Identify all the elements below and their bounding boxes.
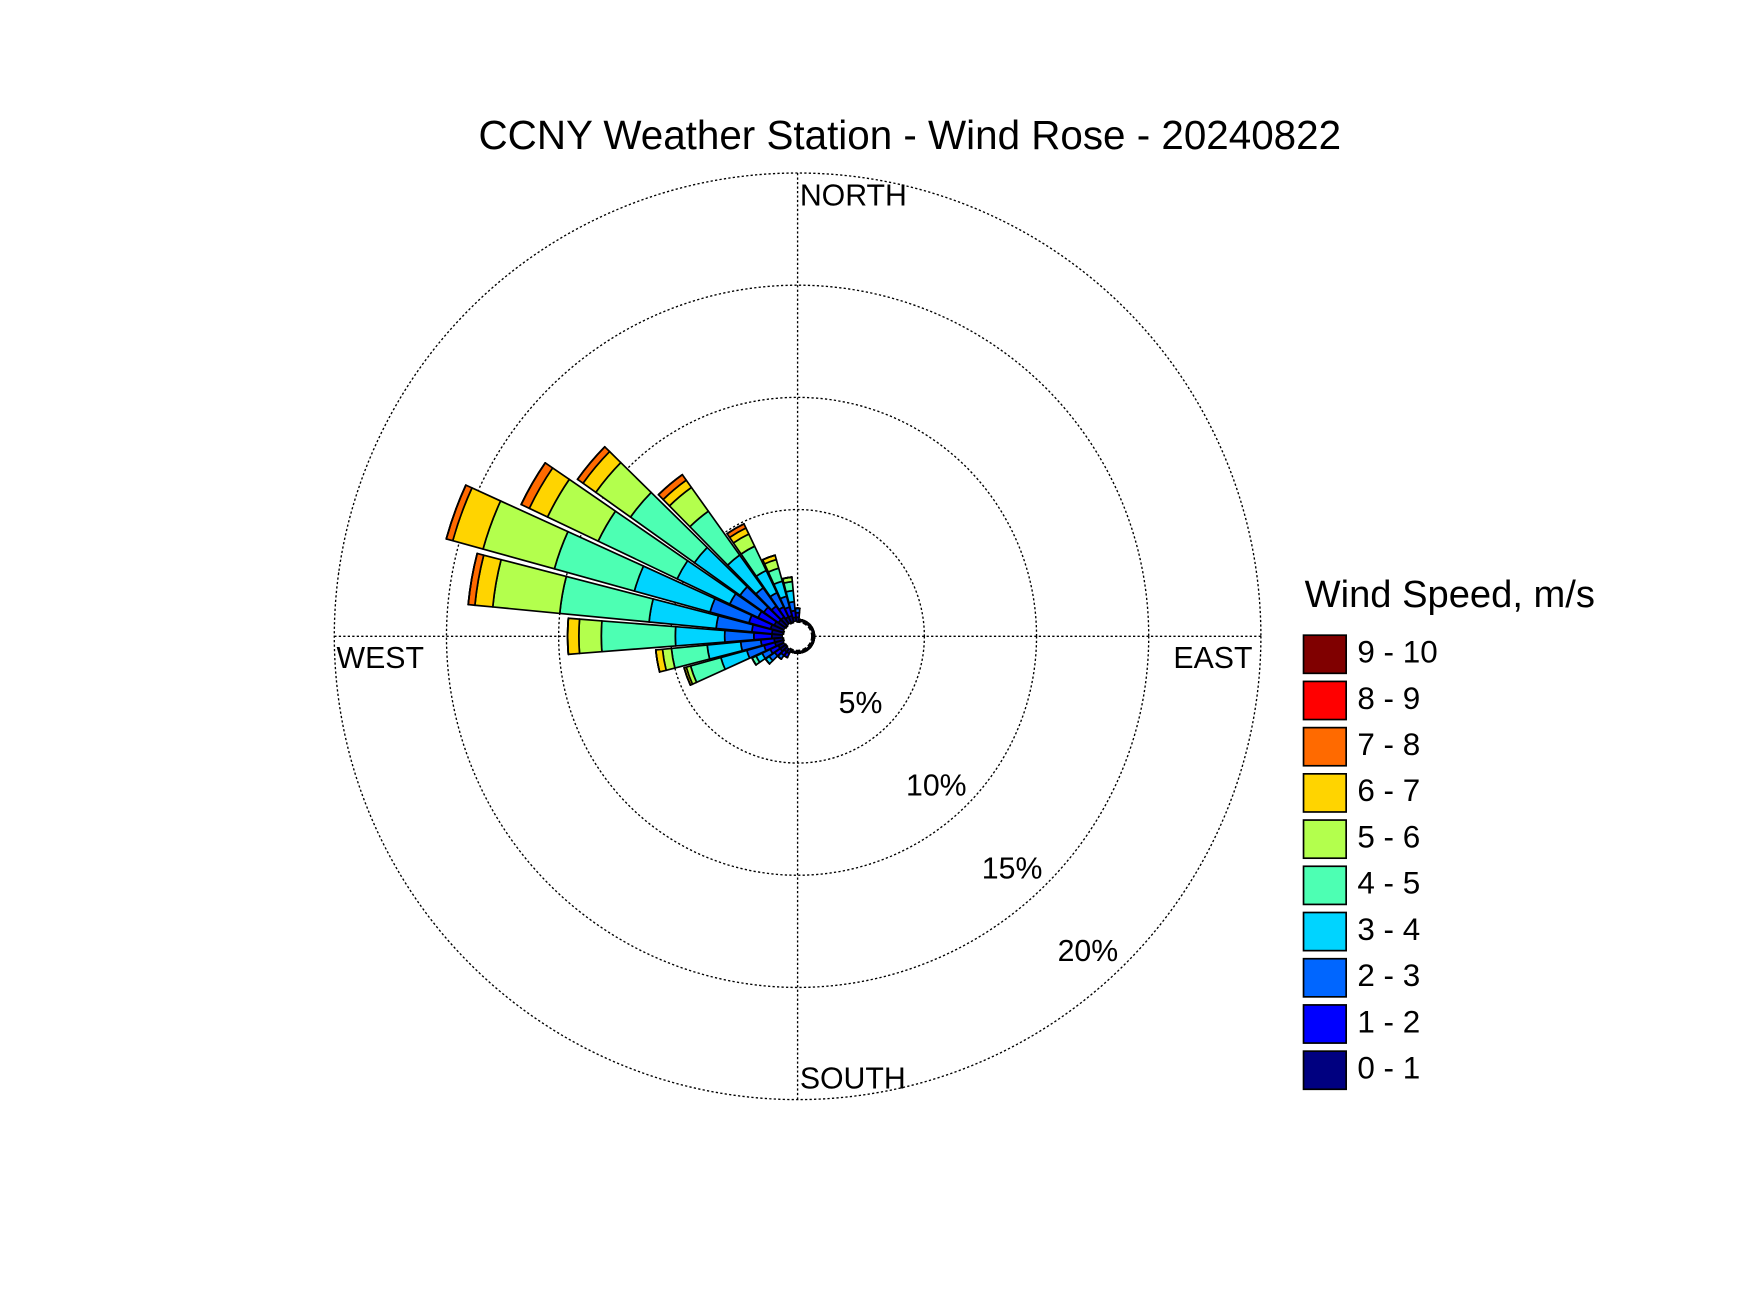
legend-label: 8 - 9 [1357, 681, 1420, 716]
wind-segment [751, 657, 757, 666]
compass-label: NORTH [800, 180, 907, 213]
r-tick-label: 20% [1058, 935, 1119, 968]
legend-label: 7 - 8 [1357, 727, 1420, 762]
legend-swatch [1302, 726, 1347, 767]
wind-segment [566, 617, 581, 656]
wind-segment [600, 620, 677, 653]
wind-segment [576, 445, 606, 481]
r-tick-label: 5% [839, 687, 883, 720]
wind-segment [520, 462, 547, 506]
legend-swatch [1302, 772, 1347, 813]
legend-label: 9 - 10 [1357, 635, 1437, 670]
wind-segment [683, 666, 692, 686]
legend-label: 6 - 7 [1357, 773, 1420, 808]
legend-label: 0 - 1 [1357, 1051, 1420, 1086]
wind-segment [654, 649, 661, 673]
wind-segment [578, 618, 603, 655]
legend-title: Wind Speed, m/s [1305, 573, 1595, 616]
legend-label: 3 - 4 [1357, 912, 1420, 947]
grid-ring [557, 396, 1038, 876]
legend-swatch [1302, 1004, 1347, 1044]
legend-swatch [1302, 819, 1347, 860]
wind-segment [566, 617, 570, 656]
wind-segment [445, 484, 467, 540]
legend-label: 5 - 6 [1357, 819, 1420, 854]
wind-segment [674, 625, 726, 647]
compass-label: SOUTH [800, 1063, 906, 1096]
wind-segment [761, 554, 776, 561]
center-hole [781, 620, 814, 653]
legend-swatch [1302, 680, 1347, 721]
chart-title: CCNY Weather Station - Wind Rose - 20240… [479, 112, 1342, 158]
legend-swatch [1302, 957, 1347, 998]
r-tick-label: 15% [982, 852, 1043, 885]
legend-swatch [1302, 1050, 1347, 1091]
compass-label: EAST [1173, 642, 1252, 675]
r-tick-label: 10% [906, 770, 967, 803]
wind-segment [781, 576, 793, 580]
grid-ring [333, 172, 1262, 1101]
compass-label: WEST [337, 642, 424, 675]
legend-swatch [1302, 865, 1347, 906]
wind-segment [657, 473, 684, 496]
wind-segment [726, 523, 745, 535]
legend-swatch [1302, 634, 1347, 675]
legend-swatch [1302, 911, 1347, 952]
legend-label: 4 - 5 [1357, 866, 1420, 901]
grid-ring [445, 284, 1150, 989]
legend-label: 1 - 2 [1357, 1004, 1420, 1039]
grid-ring [670, 508, 926, 764]
legend-label: 2 - 3 [1357, 958, 1420, 993]
wind-segment [467, 552, 479, 606]
